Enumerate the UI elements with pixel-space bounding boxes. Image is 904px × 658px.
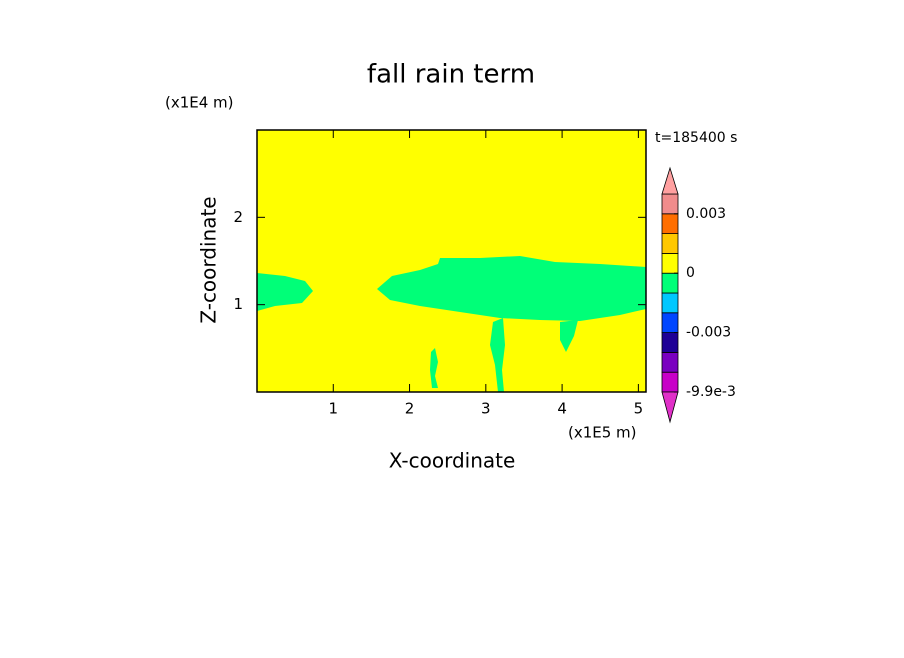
colorbar-tick-label: -0.003	[686, 325, 731, 341]
rain-region	[377, 256, 646, 321]
colorbar-segment	[661, 312, 679, 333]
plot-frame	[256, 129, 647, 393]
colorbar-segment	[661, 332, 679, 353]
colorbar-segment	[661, 252, 679, 274]
rain-region	[430, 348, 438, 388]
x-tick-label: 2	[405, 400, 415, 418]
colorbar-segment	[661, 371, 679, 393]
field	[257, 130, 646, 392]
x-tick-label: 4	[557, 400, 567, 418]
colorbar-extend	[661, 166, 679, 195]
chart-title: fall rain term	[367, 60, 535, 90]
x-tick-label: 1	[329, 400, 339, 418]
colorbar-segment	[661, 193, 679, 215]
colorbar-segment	[661, 292, 679, 314]
y-tick-label: 2	[233, 208, 243, 226]
x-tick-label: 3	[481, 400, 491, 418]
colorbar-tick-label: 0.003	[686, 206, 726, 222]
colorbar-tick-label: -9.9e-3	[686, 384, 736, 400]
colorbar-segment	[661, 233, 679, 254]
x-tick-label: 5	[634, 400, 644, 418]
rain-region	[560, 320, 578, 352]
colorbar-segment	[661, 351, 679, 373]
x-unit: (x1E5 m)	[568, 424, 637, 442]
colorbar-extend	[661, 391, 679, 424]
y-unit: (x1E4 m)	[165, 94, 234, 112]
x-axis-title: X-coordinate	[389, 449, 516, 473]
rain-region	[490, 318, 505, 392]
y-axis-title: Z-coordinate	[197, 196, 221, 323]
y-tick-label: 1	[233, 295, 243, 313]
colorbar-tick-label: 0	[686, 265, 695, 281]
rain-region	[257, 273, 313, 311]
colorbar-segment	[661, 213, 679, 235]
colorbar-segment	[661, 272, 679, 294]
time-label: t=185400 s	[655, 130, 737, 146]
